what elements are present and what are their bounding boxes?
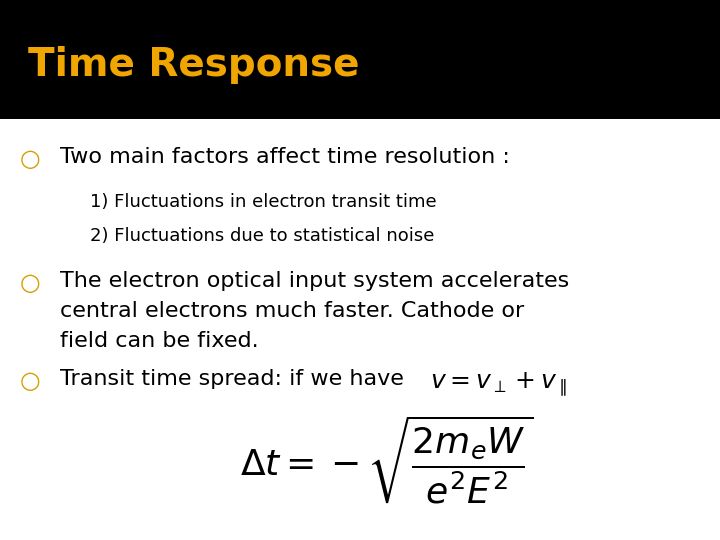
Text: Transit time spread: if we have: Transit time spread: if we have xyxy=(60,369,411,389)
Text: ○: ○ xyxy=(20,147,40,171)
Bar xyxy=(0,0,720,119)
Text: 2) Fluctuations due to statistical noise: 2) Fluctuations due to statistical noise xyxy=(90,227,434,245)
Text: central electrons much faster. Cathode or: central electrons much faster. Cathode o… xyxy=(60,301,524,321)
Text: ○: ○ xyxy=(20,271,40,295)
Text: $v = v_{\perp} + v_{\parallel}$: $v = v_{\perp} + v_{\parallel}$ xyxy=(430,371,567,399)
Text: 1) Fluctuations in electron transit time: 1) Fluctuations in electron transit time xyxy=(90,193,436,211)
Text: field can be fixed.: field can be fixed. xyxy=(60,331,258,351)
Text: Two main factors affect time resolution :: Two main factors affect time resolution … xyxy=(60,147,510,167)
Text: ○: ○ xyxy=(20,369,40,393)
Text: Time Response: Time Response xyxy=(28,46,359,84)
Text: $\Delta t = -\sqrt{\dfrac{2m_e W}{e^2 E^2}}$: $\Delta t = -\sqrt{\dfrac{2m_e W}{e^2 E^… xyxy=(240,413,534,505)
Text: The electron optical input system accelerates: The electron optical input system accele… xyxy=(60,271,570,291)
